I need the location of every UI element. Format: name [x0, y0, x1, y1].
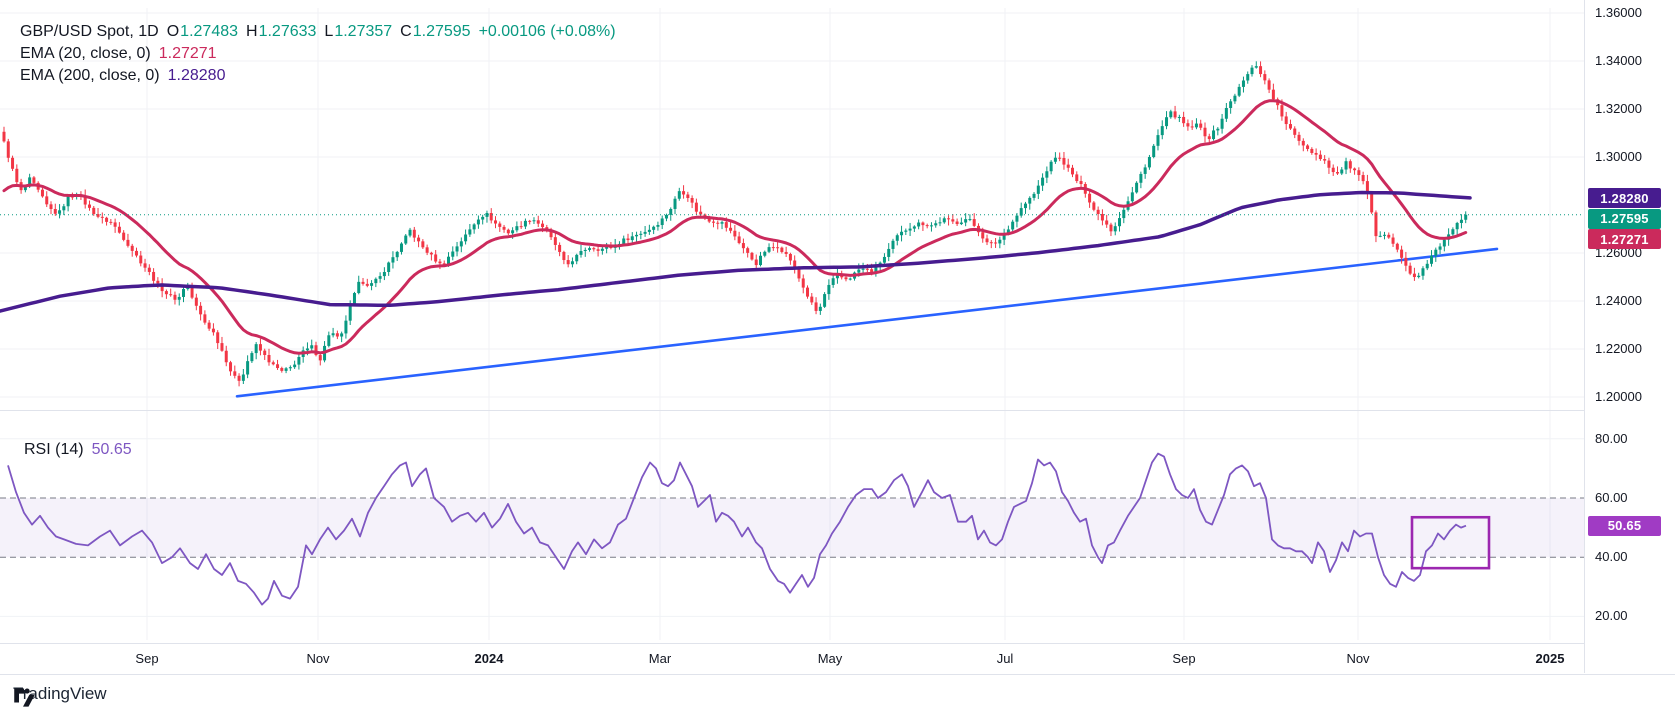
rsi-axis-label: 60.00 — [1595, 490, 1628, 505]
price-axis[interactable]: 1.36000 1.34000 1.32000 1.30000 1.26000 1.240… — [1584, 0, 1675, 673]
time-axis-label: Sep — [1172, 651, 1196, 666]
price-axis-label: 1.32000 — [1595, 101, 1642, 116]
rsi-badge: 50.65 — [1588, 515, 1661, 536]
pane-separator[interactable] — [0, 410, 1675, 411]
price-axis-label: 1.20000 — [1595, 389, 1642, 404]
price-axis-label: 1.30000 — [1595, 149, 1642, 164]
time-axis-label: 2025 — [1535, 651, 1565, 666]
tradingview-logo[interactable]: TradingView — [13, 684, 107, 707]
rsi-legend-row[interactable]: RSI (14) 50.65 — [24, 441, 132, 459]
rsi-axis-label: 40.00 — [1595, 549, 1628, 565]
change-value: +0.00106 (+0.08%) — [478, 23, 616, 40]
symbol-title: GBP/USD Spot, 1D — [20, 23, 159, 40]
price-badge: 1.27271 — [1588, 229, 1661, 250]
tradingview-logo-icon — [14, 688, 35, 707]
ema20-value: 1.27271 — [158, 45, 217, 62]
symbol-legend-row[interactable]: GBP/USD Spot, 1D O 1.27483 H 1.27633 L 1.2735… — [20, 23, 616, 41]
rsi-value: 50.65 — [91, 441, 132, 458]
ohlc-h: H 1.27633 — [246, 23, 317, 40]
ohlc-l: L 1.27357 — [324, 23, 393, 40]
ema20-label: EMA (20, close, 0) — [20, 45, 151, 62]
ohlc-o: O 1.27483 — [166, 23, 239, 40]
ema200-legend-row[interactable]: EMA (200, close, 0) 1.28280 — [20, 67, 225, 85]
ema20-legend-row[interactable]: EMA (20, close, 0) 1.27271 — [20, 45, 217, 63]
time-axis-label: Sep — [135, 651, 159, 666]
rsi-axis-label: 20.00 — [1595, 608, 1628, 624]
trendline-drawing[interactable] — [235, 247, 1499, 398]
time-axis-label: Nov — [1346, 651, 1370, 666]
rsi-line[interactable] — [7, 452, 1467, 606]
price-badge: 1.28280 — [1588, 188, 1661, 209]
rsi-band — [0, 497, 1584, 558]
ema200-line[interactable] — [0, 190, 1472, 313]
tradingview-logo-text: TradingView — [13, 684, 107, 703]
ema200-value: 1.28280 — [167, 67, 226, 84]
rsi-label: RSI (14) — [24, 441, 84, 458]
price-axis-label: 1.36000 — [1595, 5, 1642, 20]
ema200-label: EMA (200, close, 0) — [20, 67, 160, 84]
time-axis-label: Mar — [648, 651, 672, 666]
price-axis-label: 1.22000 — [1595, 341, 1642, 356]
time-axis-label: Jul — [996, 651, 1014, 666]
price-badge: 1.27595 — [1588, 208, 1661, 229]
ohlc-c: C 1.27595 — [400, 23, 471, 40]
time-axis-label: 2024 — [474, 651, 504, 666]
rsi-axis-label: 80.00 — [1595, 430, 1628, 446]
ema20-line[interactable] — [2, 99, 1468, 355]
rsi-annotation-box[interactable] — [1410, 515, 1491, 570]
time-axis-label: Nov — [306, 651, 330, 666]
time-axis-label: May — [817, 651, 843, 666]
price-axis-label: 1.24000 — [1595, 293, 1642, 308]
price-axis-label: 1.34000 — [1595, 53, 1642, 68]
candlestick-chart-canvas[interactable] — [0, 0, 1675, 673]
time-axis[interactable]: Sep Nov 2024 Mar May Jul Sep Nov 2025 — [0, 643, 1675, 675]
ohlc-values: O 1.27483 H 1.27633 L 1.27357 C 1.27595 — [167, 23, 471, 41]
